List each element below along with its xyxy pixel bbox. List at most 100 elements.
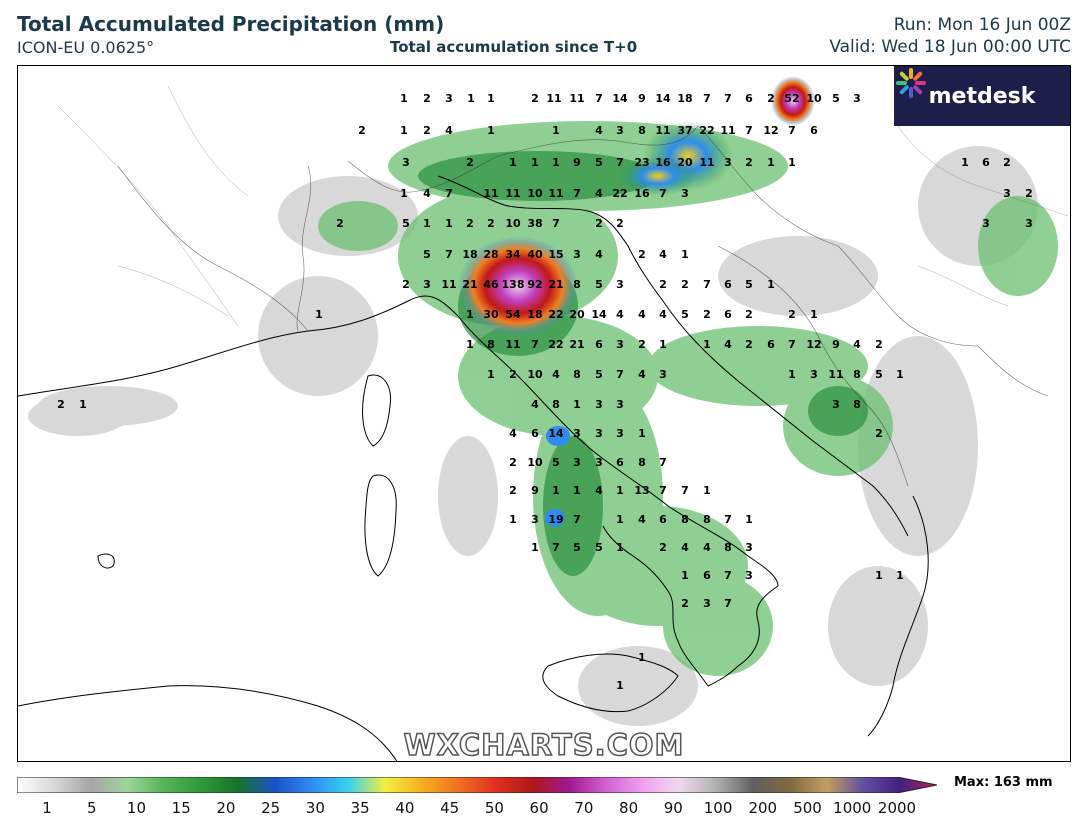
grid-value: 4: [595, 187, 603, 200]
grid-value: 1: [681, 248, 689, 261]
grid-value: 8: [573, 278, 581, 291]
color-bar-tick: 500: [793, 799, 822, 817]
run-time: Run: Mon 16 Jun 00Z: [893, 15, 1071, 35]
grid-value: 4: [703, 541, 711, 554]
grid-value: 11: [483, 187, 498, 200]
grid-value: 7: [703, 92, 711, 105]
grid-value: 9: [832, 338, 840, 351]
grid-value: 1: [703, 338, 711, 351]
grid-value: 22: [548, 338, 563, 351]
grid-value: 11: [505, 187, 520, 200]
grid-value: 11: [441, 278, 456, 291]
grid-value: 3: [573, 248, 581, 261]
grid-value: 3: [616, 278, 624, 291]
dark-green-precip-areas: [418, 151, 868, 576]
grid-value: 4: [638, 308, 646, 321]
grid-value: 2: [509, 368, 517, 381]
grid-value: 1: [616, 484, 624, 497]
grid-value: 6: [982, 156, 990, 169]
color-bar-tick: 35: [350, 799, 370, 817]
grid-value: 1: [616, 679, 624, 692]
grid-value: 4: [659, 308, 667, 321]
grid-value: 2: [745, 308, 753, 321]
grid-value: 5: [595, 156, 603, 169]
grid-value: 18: [462, 248, 477, 261]
grid-value: 3: [745, 569, 753, 582]
grid-value: 2: [767, 92, 775, 105]
grid-value: 2: [423, 124, 431, 137]
grid-value: 1: [423, 217, 431, 230]
grid-value: 3: [402, 156, 410, 169]
grid-value: 9: [638, 92, 646, 105]
grid-value: 3: [745, 541, 753, 554]
grid-value: 7: [573, 187, 581, 200]
grid-value: 11: [655, 124, 670, 137]
grid-value: 4: [509, 427, 517, 440]
grid-value: 5: [875, 368, 883, 381]
grid-value: 5: [681, 308, 689, 321]
grid-value: 1: [573, 398, 581, 411]
grid-value: 1: [466, 338, 474, 351]
grid-value: 5: [745, 278, 753, 291]
grid-value: 4: [595, 248, 603, 261]
grid-value: 34: [505, 248, 521, 261]
grid-value: 46: [483, 278, 499, 291]
grid-value: 2: [638, 338, 646, 351]
grid-value: 4: [659, 248, 667, 261]
grid-value: 2: [423, 92, 431, 105]
color-bar-tick: 60: [529, 799, 549, 817]
grid-value: 2: [487, 217, 495, 230]
grid-value: 5: [832, 92, 840, 105]
grid-value: 10: [527, 456, 543, 469]
grid-value: 12: [806, 338, 821, 351]
grid-values: 1 2 3 1 1 2 11 11 7 14 9 14 18 7 7 6 2 52 10 5 32 1 2 4 1 1 4 3 8 11 3…: [57, 92, 1033, 692]
grid-value: 2: [531, 92, 539, 105]
grid-value: 54: [505, 308, 521, 321]
grid-value: 6: [767, 338, 775, 351]
grid-value: 7: [724, 513, 732, 526]
grid-value: 3: [531, 513, 539, 526]
color-bar-tick: 10: [126, 799, 147, 817]
grid-value: 1: [400, 187, 408, 200]
chart-subtitle: Total accumulation since T+0: [390, 38, 638, 56]
grid-value: 3: [616, 427, 624, 440]
grid-value: 52: [784, 92, 799, 105]
grid-value: 7: [445, 248, 453, 261]
grid-value: 3: [724, 156, 732, 169]
grid-value: 1: [400, 92, 408, 105]
grid-value: 5: [595, 278, 603, 291]
grid-value: 5: [573, 541, 581, 554]
grid-value: 7: [616, 156, 624, 169]
grid-value: 3: [616, 338, 624, 351]
grid-value: 3: [853, 92, 861, 105]
grid-value: 8: [853, 368, 861, 381]
grid-value: 2: [57, 398, 65, 411]
grid-value: 2: [681, 278, 689, 291]
grid-value: 2: [659, 541, 667, 554]
grid-value: 9: [573, 156, 581, 169]
grid-value: 4: [552, 368, 560, 381]
grid-value: 7: [552, 541, 560, 554]
grid-value: 3: [616, 398, 624, 411]
color-bar-tick: 40: [395, 799, 415, 817]
grid-value: 18: [677, 92, 692, 105]
color-bar-tick: 80: [619, 799, 639, 817]
grid-value: 2: [595, 217, 603, 230]
grid-value: 11: [828, 368, 843, 381]
grid-value: 28: [483, 248, 498, 261]
grid-value: 21: [569, 338, 584, 351]
grid-value: 7: [681, 484, 689, 497]
grid-value: 4: [595, 484, 603, 497]
grid-value: 11: [548, 187, 563, 200]
grid-value: 3: [832, 398, 840, 411]
color-bar-tick: 2000: [877, 799, 917, 817]
grid-value: 1: [616, 513, 624, 526]
grid-value: 11: [505, 338, 520, 351]
color-bar-tick: 5: [86, 799, 97, 817]
grid-value: 3: [595, 456, 603, 469]
grid-value: 2: [402, 278, 410, 291]
grid-value: 19: [548, 513, 563, 526]
precipitation-map: 1 2 3 1 1 2 11 11 7 14 9 14 18 7 7 6 2 52 10 5 3 2 1 2 4 1 1 4 3 8 11 3…: [17, 65, 1071, 762]
grid-value: 21: [548, 278, 563, 291]
grid-value: 1: [788, 156, 796, 169]
